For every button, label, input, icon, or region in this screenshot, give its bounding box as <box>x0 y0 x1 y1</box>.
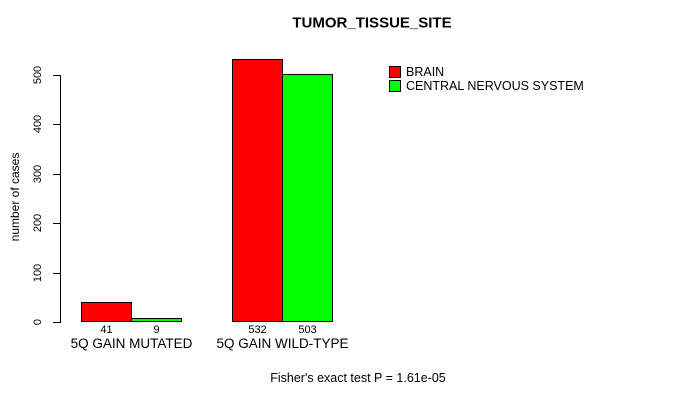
bar-value-label: 503 <box>298 324 317 336</box>
y-axis-tick <box>53 272 60 274</box>
legend-item: BRAIN <box>389 66 444 78</box>
y-tick-label: 0 <box>32 318 44 326</box>
bar-brain <box>232 59 283 322</box>
y-tick-label: 400 <box>32 115 44 134</box>
bar-value-label: 9 <box>153 324 160 336</box>
bar-brain <box>81 302 132 322</box>
y-axis-tick <box>53 173 60 175</box>
legend-label: BRAIN <box>406 65 445 79</box>
y-tick-label: 200 <box>32 214 44 233</box>
bar-value-label: 532 <box>248 324 267 336</box>
y-axis-line <box>60 75 61 323</box>
category-label: 5Q GAIN WILD-TYPE <box>216 336 349 351</box>
y-axis-tick <box>53 322 60 323</box>
bar-central-nervous-system <box>131 318 182 322</box>
y-tick-label: 500 <box>32 65 44 85</box>
legend-color-swatch <box>389 80 401 92</box>
y-tick-label: 100 <box>32 263 44 282</box>
legend-color-swatch <box>389 66 401 78</box>
y-tick-label: 300 <box>32 164 44 183</box>
bar-central-nervous-system <box>282 74 333 322</box>
y-axis-tick <box>53 223 60 225</box>
category-label: 5Q GAIN MUTATED <box>70 336 193 351</box>
legend-item: CENTRAL NERVOUS SYSTEM <box>389 80 584 92</box>
legend-label: CENTRAL NERVOUS SYSTEM <box>406 79 584 93</box>
bar-value-label: 41 <box>100 324 113 336</box>
y-axis-tick <box>53 75 60 76</box>
y-axis-tick <box>53 124 60 126</box>
footer-stat-text: Fisher's exact test P = 1.61e-05 <box>270 371 446 385</box>
y-axis-label: number of cases <box>8 152 22 242</box>
chart-title: TUMOR_TISSUE_SITE <box>292 14 452 32</box>
